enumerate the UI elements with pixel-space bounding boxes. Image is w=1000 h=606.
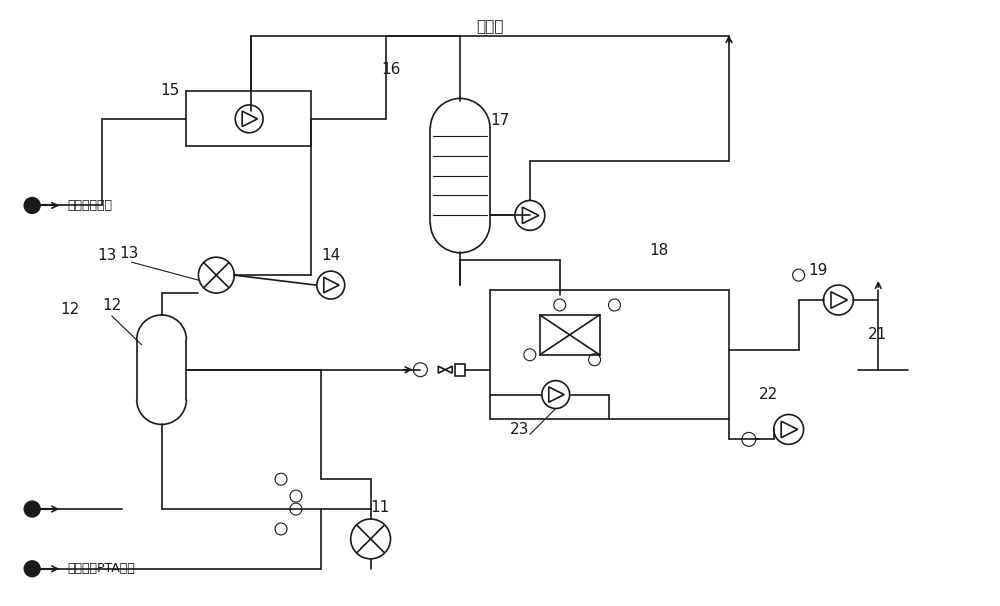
Circle shape xyxy=(24,198,40,213)
Text: 19: 19 xyxy=(809,262,828,278)
Text: 16: 16 xyxy=(381,62,400,76)
Text: 13: 13 xyxy=(120,246,139,261)
Text: 15: 15 xyxy=(160,84,179,99)
Text: 11: 11 xyxy=(371,499,390,514)
Text: 甲醇水混合液: 甲醇水混合液 xyxy=(67,199,112,212)
Text: 预处理后PTA尾气: 预处理后PTA尾气 xyxy=(67,562,135,575)
Text: 14: 14 xyxy=(321,248,340,263)
Text: 12: 12 xyxy=(102,298,121,313)
Text: 23: 23 xyxy=(510,422,529,437)
Text: 导热油: 导热油 xyxy=(476,19,504,34)
Text: 12: 12 xyxy=(60,302,80,318)
Text: 22: 22 xyxy=(759,387,778,402)
Circle shape xyxy=(24,561,40,577)
Text: 17: 17 xyxy=(490,113,510,128)
Text: 18: 18 xyxy=(649,243,669,258)
Text: 21: 21 xyxy=(868,327,888,342)
Text: 13: 13 xyxy=(97,248,116,263)
Bar xyxy=(455,364,465,376)
Circle shape xyxy=(24,501,40,517)
